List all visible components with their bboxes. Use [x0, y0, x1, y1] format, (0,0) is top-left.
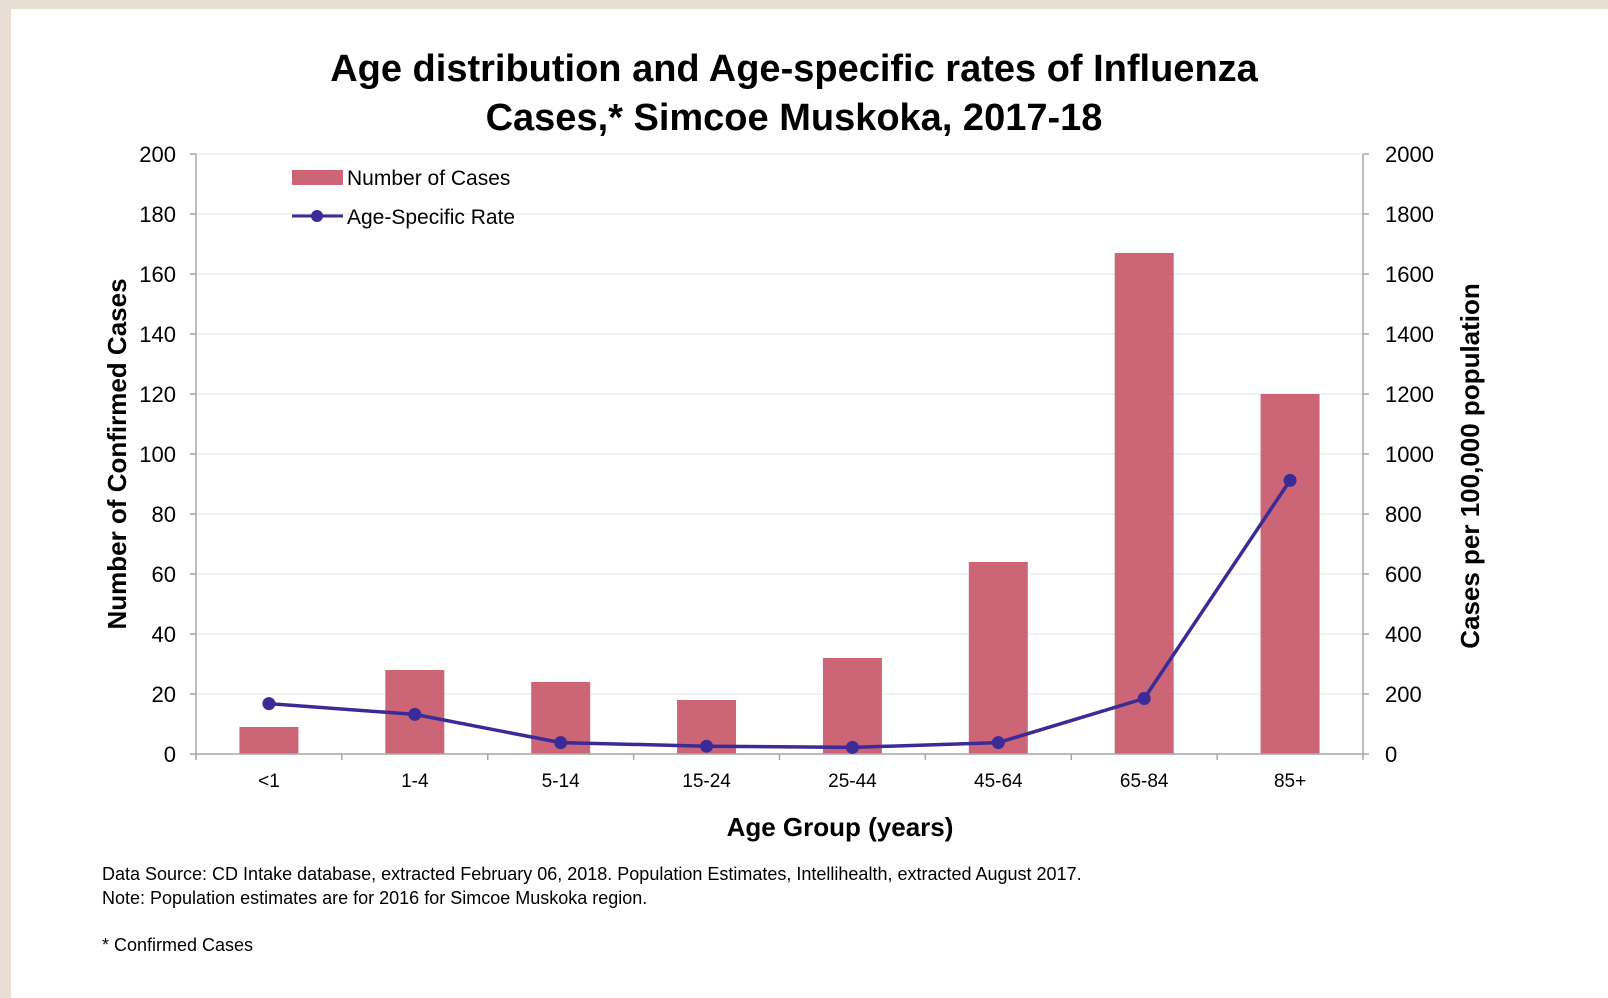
y2-tick-label: 2000 [1385, 142, 1434, 167]
y-tick-label: 200 [139, 142, 176, 167]
x-tick-label: 25-44 [828, 771, 877, 792]
y-tick-label: 140 [139, 322, 176, 347]
y-tick-label: 180 [139, 202, 176, 227]
x-tick-label: 15-24 [682, 771, 731, 792]
rate-point-45-64 [991, 736, 1005, 750]
x-tick-label: <1 [258, 771, 280, 792]
y2-tick-label: 1600 [1385, 262, 1434, 287]
y-tick-label: 40 [152, 622, 176, 647]
rate-point-65-84 [1137, 692, 1151, 705]
y2-tick-label: 1400 [1385, 322, 1434, 347]
y-tick-label: 120 [139, 382, 176, 407]
y-tick-label: 0 [164, 742, 176, 767]
legend-label-rate: Age-Specific Rate [347, 206, 515, 229]
y2-tick-label: 400 [1385, 622, 1422, 647]
y-axis-label: Number of Confirmed Cases [102, 278, 132, 629]
legend-label-cases: Number of Cases [347, 167, 510, 190]
y2-axis-label: Cases per 100,000 population [1455, 283, 1485, 649]
rate-line [268, 479, 1292, 750]
x-axis-ticks: <1 1-4 5-14 15-24 25-44 45-64 65-84 85+ [258, 771, 1306, 792]
gridlines [196, 153, 1363, 695]
x-axis-label: Age Group (years) [727, 812, 954, 842]
bar-series [239, 253, 1320, 754]
legend-swatch-rate-marker [311, 210, 323, 222]
x-tick-label: 65-84 [1120, 771, 1169, 792]
population-note: Note: Population estimates are for 2016 … [102, 888, 647, 908]
y2-tick-label: 0 [1385, 742, 1397, 767]
y-tick-label: 80 [152, 502, 176, 527]
chart-title-line-2: Cases,* Simcoe Muskoka, 2017-18 [486, 97, 1103, 139]
bar-85+ [1260, 394, 1320, 754]
bar-65-84 [1114, 253, 1174, 754]
chart-title-line-1: Age distribution and Age-specific rates … [330, 48, 1258, 90]
bar-25-44 [822, 658, 882, 754]
x-tick-label: 5-14 [542, 771, 580, 792]
bar-45-64 [968, 562, 1028, 754]
legend: Number of Cases Age-Specific Rate [292, 167, 515, 229]
y-tick-label: 60 [152, 562, 176, 587]
y-tick-label: 100 [139, 442, 176, 467]
y-tick-label: 160 [139, 262, 176, 287]
chart: Age distribution and Age-specific rates … [102, 48, 1485, 955]
y2-tick-label: 600 [1385, 562, 1422, 587]
line-series [262, 473, 1297, 754]
rate-point-5-14 [554, 736, 568, 750]
rate-point-25-44 [845, 740, 859, 754]
y2-tick-label: 200 [1385, 682, 1422, 707]
rate-point-15-24 [700, 739, 714, 753]
y2-tick-label: 1200 [1385, 382, 1434, 407]
rate-point-85+ [1283, 473, 1297, 487]
chart-card: Age distribution and Age-specific rates … [11, 9, 1608, 998]
legend-swatch-cases [292, 170, 343, 185]
y-tick-label: 20 [152, 682, 176, 707]
x-tick-label: 85+ [1274, 771, 1306, 792]
axes [190, 153, 1369, 760]
x-tick-label: 1-4 [401, 771, 429, 792]
left-axis-ticks: 0 20 40 60 80 100 120 140 160 180 200 [139, 142, 176, 767]
x-tick-label: 45-64 [974, 771, 1023, 792]
bar-<1 [239, 727, 299, 754]
rate-point-<1 [262, 697, 276, 711]
y2-tick-label: 1800 [1385, 202, 1434, 227]
right-axis-ticks: 0 200 400 600 800 1000 1200 1400 1600 1800 2000 [1385, 142, 1434, 767]
y2-tick-label: 800 [1385, 502, 1422, 527]
asterisk-note: * Confirmed Cases [102, 935, 253, 955]
data-source-note: Data Source: CD Intake database, extract… [102, 864, 1082, 884]
rate-point-1-4 [408, 707, 422, 721]
y2-tick-label: 1000 [1385, 442, 1434, 467]
